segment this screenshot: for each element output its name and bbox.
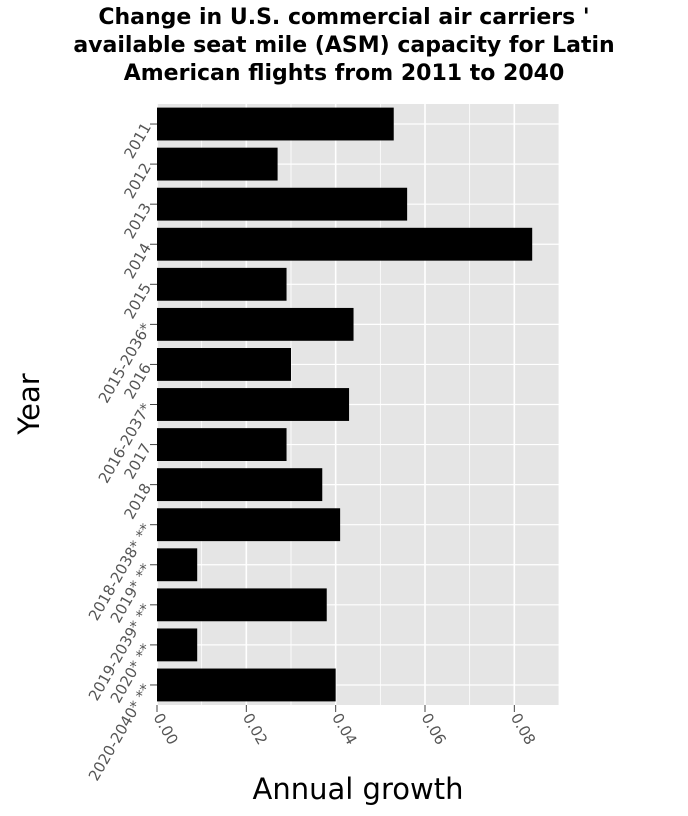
y-tick-label: 2015: [120, 280, 155, 322]
x-tick-label: 0.06: [418, 710, 450, 748]
y-axis: 201120122013201420152015-2036*20162016-2…: [85, 120, 157, 784]
y-tick-label: 2013: [120, 200, 155, 242]
bar: [157, 428, 287, 461]
bar: [157, 388, 350, 421]
bar: [157, 668, 336, 702]
bar: [157, 348, 291, 381]
bar: [157, 588, 327, 622]
x-axis-title: Annual growth: [253, 772, 464, 806]
bar: [157, 147, 278, 181]
x-tick-label: 0.02: [239, 710, 271, 748]
bar: [157, 107, 394, 141]
bar: [157, 548, 198, 582]
bar: [157, 267, 287, 301]
bar: [157, 508, 341, 542]
x-axis: 0.00 0.02 0.04 0.06 0.08: [150, 705, 539, 748]
x-tick-label: 0.00: [150, 710, 182, 748]
y-axis-title: Year: [12, 373, 46, 435]
bars: [157, 107, 533, 702]
bar: [157, 307, 354, 341]
chart-title: Change in U.S. commercial air carriers '…: [73, 5, 615, 86]
y-tick-label: 2012: [120, 160, 155, 202]
y-tick-label: 2014: [120, 240, 155, 282]
x-tick-label: 0.08: [507, 710, 539, 748]
bar: [157, 187, 408, 221]
bar: [157, 468, 323, 502]
x-tick-label: 0.04: [328, 710, 360, 748]
y-tick-label: 2018: [120, 480, 155, 522]
bar: [157, 227, 533, 261]
bar: [157, 628, 198, 662]
y-tick-label: 2011: [120, 120, 155, 162]
